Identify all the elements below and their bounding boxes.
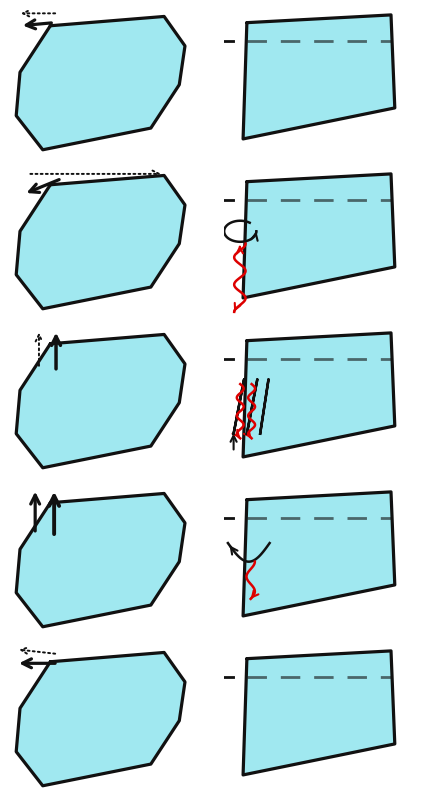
Polygon shape bbox=[16, 17, 184, 149]
Polygon shape bbox=[243, 333, 394, 457]
Text: (c): (c) bbox=[428, 453, 430, 467]
Polygon shape bbox=[16, 494, 184, 626]
Text: (d): (d) bbox=[428, 612, 430, 626]
Polygon shape bbox=[243, 15, 394, 139]
Text: (b): (b) bbox=[428, 294, 430, 308]
Polygon shape bbox=[243, 492, 394, 616]
Polygon shape bbox=[16, 653, 184, 785]
Polygon shape bbox=[16, 176, 184, 308]
Text: (e): (e) bbox=[428, 771, 430, 785]
Text: (a): (a) bbox=[428, 135, 430, 149]
Polygon shape bbox=[243, 174, 394, 298]
Polygon shape bbox=[243, 651, 394, 775]
Polygon shape bbox=[16, 335, 184, 467]
